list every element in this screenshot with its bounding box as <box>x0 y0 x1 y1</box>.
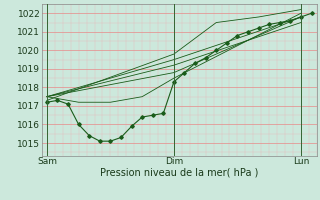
X-axis label: Pression niveau de la mer( hPa ): Pression niveau de la mer( hPa ) <box>100 168 258 178</box>
